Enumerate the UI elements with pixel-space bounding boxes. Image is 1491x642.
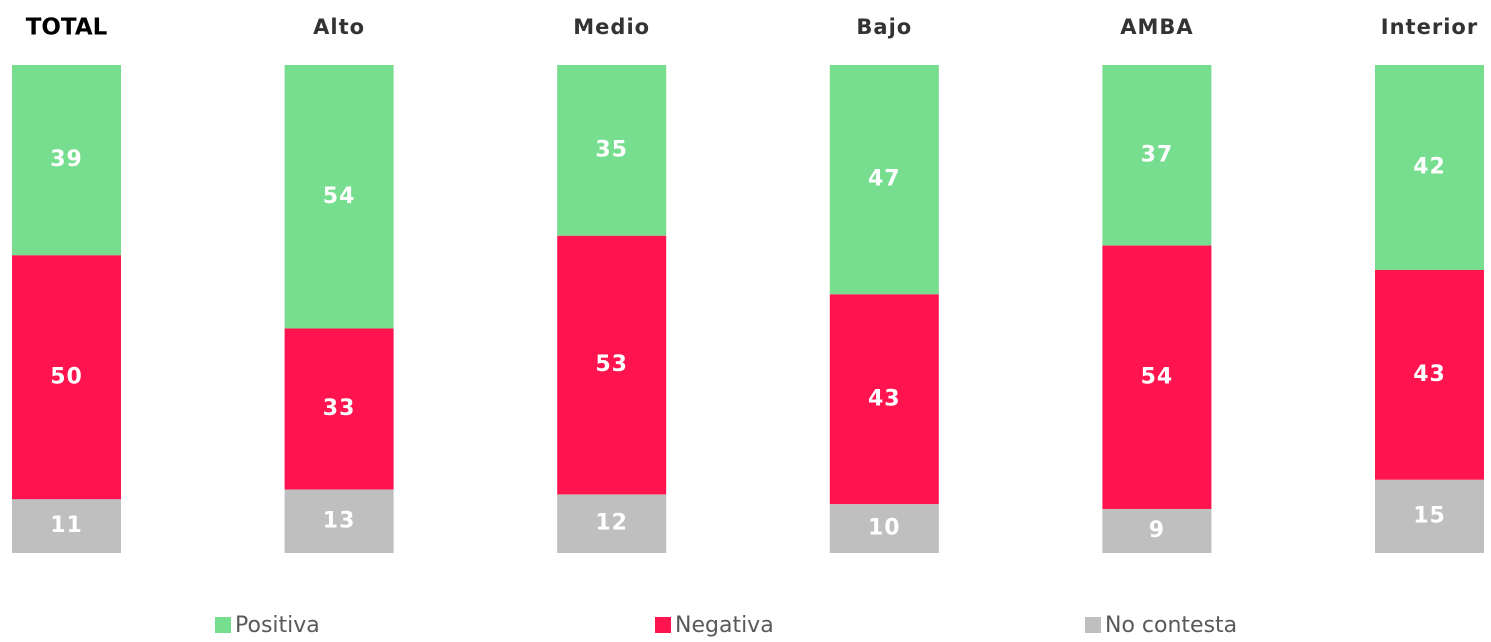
category-label: AMBA <box>1120 15 1193 39</box>
data-label: 54 <box>1141 364 1174 389</box>
category-label: Interior <box>1381 15 1478 39</box>
bar-segment <box>557 65 667 236</box>
bar-segment <box>1375 269 1484 480</box>
data-label: 54 <box>323 184 356 209</box>
data-label: 53 <box>595 352 628 377</box>
legend-label: No contesta <box>1105 613 1237 638</box>
data-label: 15 <box>1413 503 1446 528</box>
bar-segment <box>284 65 394 329</box>
bar-segment <box>557 494 667 553</box>
bar-segment <box>12 499 121 553</box>
bar-segment <box>1375 479 1484 553</box>
category-label: Bajo <box>856 15 912 39</box>
data-label: 42 <box>1413 154 1446 179</box>
data-label: 10 <box>868 516 901 541</box>
bar-segment <box>12 65 121 256</box>
data-label: 39 <box>50 147 83 172</box>
data-label: 11 <box>50 513 83 538</box>
legend-swatch <box>1085 617 1101 633</box>
bar-segment <box>557 235 667 495</box>
category-label: Alto <box>313 15 365 39</box>
bar-segment <box>1375 65 1484 270</box>
data-label: 33 <box>323 396 356 421</box>
data-label: 43 <box>1413 362 1446 387</box>
data-label: 9 <box>1149 518 1165 543</box>
bar-segment <box>284 489 394 553</box>
legend-swatch <box>655 617 671 633</box>
data-label: 12 <box>595 511 628 536</box>
bar-segment <box>12 255 121 500</box>
data-label: 37 <box>1141 142 1174 167</box>
legend-label: Negativa <box>675 613 774 638</box>
bar-segment <box>829 294 939 505</box>
data-label: 13 <box>323 508 356 533</box>
data-label: 50 <box>50 364 83 389</box>
legend-swatch <box>215 617 231 633</box>
data-label: 47 <box>868 167 901 192</box>
bar-segment <box>1102 245 1212 510</box>
bar-segment <box>829 504 939 553</box>
bar-segment <box>1102 65 1212 246</box>
bar-segment <box>284 328 394 490</box>
bar-segment <box>1102 509 1212 553</box>
category-label: TOTAL <box>26 15 108 41</box>
category-label: Medio <box>573 15 650 39</box>
data-label: 35 <box>595 137 628 162</box>
bar-segment <box>829 65 939 295</box>
data-label: 43 <box>868 386 901 411</box>
legend-label: Positiva <box>235 613 320 638</box>
